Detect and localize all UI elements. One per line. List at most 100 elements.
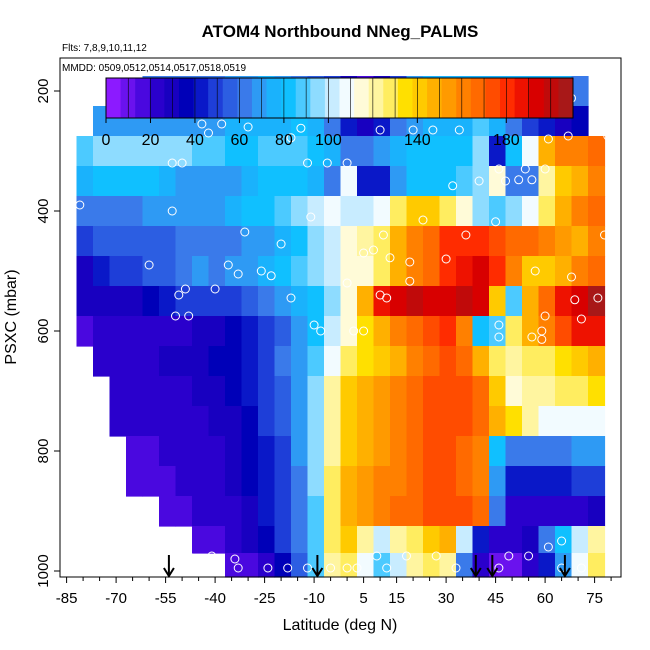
heatmap-cell — [588, 496, 606, 527]
heatmap-cell — [472, 286, 490, 317]
profile-arrow — [486, 555, 499, 578]
sample-point — [326, 563, 336, 573]
heatmap-cell — [423, 166, 441, 197]
heatmap-cell — [522, 496, 540, 527]
heatmap-cell — [208, 226, 226, 257]
sample-point — [570, 295, 580, 305]
heatmap-cell — [340, 346, 358, 377]
heatmap-cell — [142, 436, 160, 467]
heatmap-cell — [357, 466, 375, 497]
heatmap-cell — [324, 256, 342, 287]
heatmap-cell — [406, 256, 424, 287]
heatmap-cell — [109, 286, 127, 317]
heatmap-cell — [439, 286, 457, 317]
sample-point — [316, 326, 326, 336]
heatmap-cell — [307, 286, 325, 317]
heatmap-cell — [357, 286, 375, 317]
x-tick-label: -70 — [105, 590, 127, 607]
heatmap-cell — [208, 466, 226, 497]
heatmap-cell — [324, 316, 342, 347]
heatmap-cell — [373, 376, 391, 407]
heatmap-cell — [456, 166, 474, 197]
heatmap-cell — [291, 256, 309, 287]
heatmap-cell — [291, 436, 309, 467]
heatmap-cell — [357, 136, 375, 167]
x-tick-label: -25 — [254, 590, 276, 607]
heatmap-cell — [357, 553, 375, 578]
heatmap-cell — [93, 196, 111, 227]
heatmap-cell — [142, 166, 160, 197]
heatmap-cell — [93, 166, 111, 197]
heatmap-cell — [439, 166, 457, 197]
heatmap-cell — [159, 136, 177, 167]
heatmap-cell — [472, 376, 490, 407]
heatmap-cell — [373, 226, 391, 257]
heatmap-cell — [274, 496, 292, 527]
heatmap-cell — [126, 196, 144, 227]
heatmap-cell — [340, 286, 358, 317]
sample-point — [296, 123, 306, 133]
sample-point — [342, 563, 352, 573]
heatmap-cell — [225, 226, 243, 257]
heatmap-cell — [439, 553, 457, 578]
heatmap-cell — [142, 226, 160, 257]
heatmap-cell — [538, 316, 556, 347]
y-axis: 200 400 600 800 1000 — [35, 78, 60, 588]
heatmap-cell — [258, 286, 276, 317]
sample-point — [204, 562, 213, 572]
heatmap-cell — [241, 406, 259, 437]
heatmap-cell — [192, 286, 210, 317]
heatmap-cell — [406, 166, 424, 197]
heatmap-cell — [538, 226, 556, 257]
profile-arrow — [311, 555, 324, 578]
heatmap-cell — [489, 136, 507, 167]
colorbar-swatch — [456, 78, 472, 118]
heatmap-cell — [258, 436, 276, 467]
heatmap-cell — [175, 436, 193, 467]
sample-point — [309, 320, 319, 330]
heatmap-cell — [406, 496, 424, 527]
colorbar-swatch — [149, 78, 165, 118]
heatmap-cell — [274, 526, 292, 554]
sample-point — [603, 131, 613, 141]
heatmap-cell — [258, 526, 276, 554]
heatmap-cell — [390, 136, 408, 167]
heatmap-cell — [208, 346, 226, 377]
heatmap-cell — [307, 196, 325, 227]
colorbar: 0 20 40 60 80 100 140 180 — [102, 77, 574, 149]
heatmap-cell — [472, 436, 490, 467]
heatmap-cell — [142, 256, 160, 287]
heatmap-cell — [406, 376, 424, 407]
heatmap-cell — [489, 286, 507, 317]
colorbar-swatch — [324, 78, 340, 118]
sample-point — [171, 311, 180, 321]
heatmap-cell — [274, 436, 292, 467]
y-tick-label: 800 — [35, 438, 52, 463]
heatmap-cell — [126, 286, 144, 317]
heatmap-cell — [538, 496, 556, 527]
heatmap-cell — [159, 496, 177, 527]
heatmap-cell — [472, 406, 490, 437]
heatmap-cell — [126, 346, 144, 377]
heatmap-cell — [258, 406, 276, 437]
colorbar-tick-label: 20 — [142, 132, 160, 149]
heatmap-cell — [159, 406, 177, 437]
heatmap-cell — [340, 436, 358, 467]
heatmap-cell — [274, 466, 292, 497]
heatmap-cell — [571, 76, 589, 107]
colorbar-swatch — [178, 78, 195, 118]
heatmap-cell — [406, 526, 424, 554]
colorbar-swatch — [106, 78, 122, 118]
heatmap-cell — [340, 553, 358, 578]
heatmap-cell — [373, 496, 391, 527]
heatmap-cell — [390, 166, 408, 197]
heatmap-cell — [225, 376, 243, 407]
heatmap-cell — [340, 376, 358, 407]
heatmap-cell — [208, 526, 226, 554]
heatmap-cell — [258, 346, 276, 377]
heatmap-cell — [423, 526, 441, 554]
heatmap-cell — [291, 346, 309, 377]
sample-point — [230, 554, 240, 564]
heatmap-cell — [489, 406, 507, 437]
arrow-head — [163, 567, 175, 578]
